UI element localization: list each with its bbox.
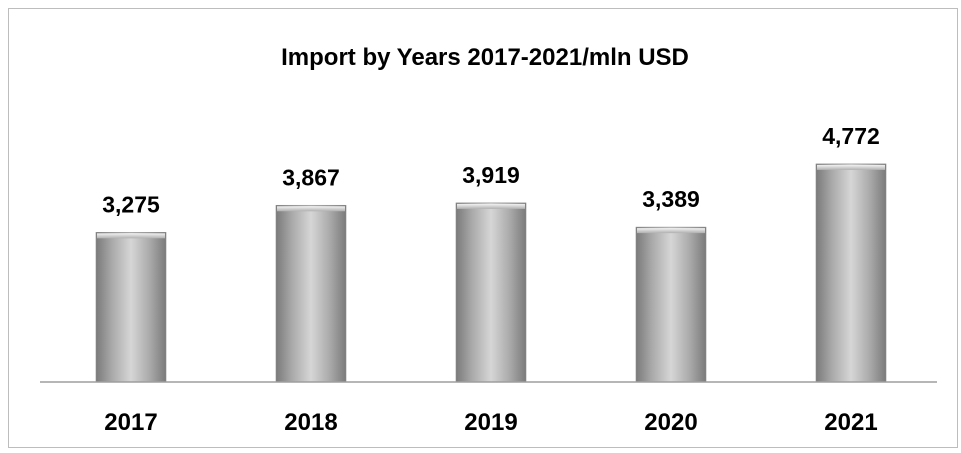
category-label-2017: 2017 [104, 409, 157, 436]
value-label-2019: 3,919 [462, 162, 520, 188]
bar-top-bevel-2017 [97, 233, 165, 239]
value-label-2021: 4,772 [822, 123, 880, 149]
value-label-2017: 3,275 [102, 191, 160, 217]
bar-top-bevel-2020 [637, 228, 705, 234]
category-label-2020: 2020 [644, 409, 697, 436]
bar-top-bevel-2018 [277, 206, 345, 212]
category-label-2018: 2018 [284, 409, 337, 436]
label-group: 3,275 2017 3,867 2018 3,919 2019 3,389 2020 4,77… [102, 123, 880, 436]
bar-2020 [635, 226, 707, 383]
value-label-2018: 3,867 [282, 164, 340, 190]
bar-2018 [275, 204, 347, 383]
value-label-2020: 3,389 [642, 186, 700, 212]
bar-2019 [455, 202, 527, 383]
chart-title: Import by Years 2017-2021/mln USD [281, 44, 689, 71]
bar-2017 [95, 232, 167, 383]
category-label-2019: 2019 [464, 409, 517, 436]
bar-group [95, 163, 887, 383]
bar-2021 [815, 163, 887, 383]
bar-top-bevel-2019 [457, 203, 525, 209]
category-label-2021: 2021 [824, 409, 877, 436]
bar-top-bevel-2021 [817, 164, 885, 170]
